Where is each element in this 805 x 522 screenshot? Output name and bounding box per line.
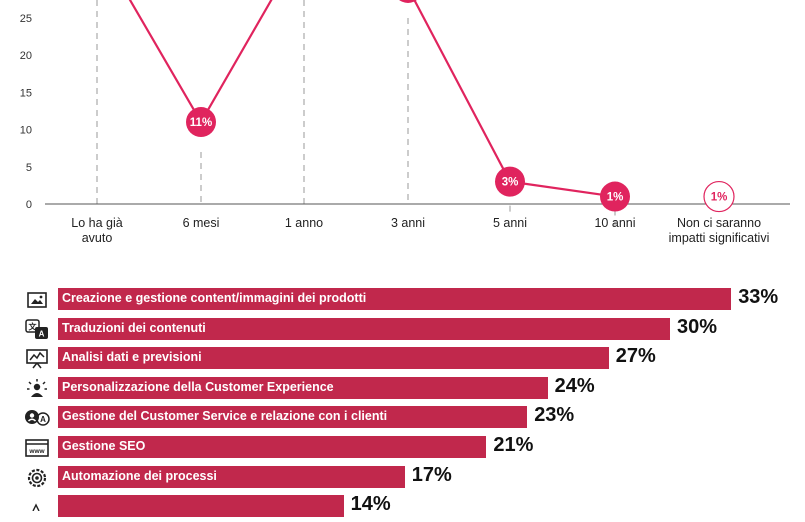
x-category-label: 6 mesi bbox=[183, 216, 220, 230]
bar-row: www Gestione SEO 21% bbox=[0, 433, 805, 463]
data-point bbox=[186, 107, 216, 138]
bar-label: Automazione dei processi bbox=[62, 468, 217, 483]
series-line bbox=[128, 0, 616, 198]
image-icon bbox=[24, 288, 50, 312]
data-label: 3% bbox=[502, 177, 519, 189]
bar bbox=[58, 347, 609, 370]
bar bbox=[58, 376, 548, 399]
bar-value-label: 30% bbox=[677, 315, 718, 338]
x-category-label: 5 anni bbox=[493, 216, 527, 230]
bar-row: 文 A Traduzioni dei contenuti 30% bbox=[0, 315, 805, 345]
chat-user-icon: A bbox=[24, 406, 50, 430]
bar bbox=[58, 495, 344, 518]
bar-row: Automazione dei processi 17% bbox=[0, 463, 805, 493]
y-tick-label: 0 bbox=[26, 199, 32, 211]
y-tick-label: 25 bbox=[20, 13, 32, 25]
bar-label: Analisi dati e previsioni bbox=[62, 350, 202, 365]
gear-target-icon bbox=[24, 466, 50, 490]
bar-value-label: 33% bbox=[738, 286, 779, 308]
y-tick-label: 10 bbox=[20, 125, 32, 137]
bar-value-label: 17% bbox=[411, 463, 452, 486]
bar-row: Analisi dati e previsioni 27% bbox=[0, 344, 805, 374]
bar-label: Personalizzazione della Customer Experie… bbox=[62, 379, 334, 394]
x-category-label: 3 anni bbox=[391, 216, 425, 230]
svg-text:www: www bbox=[28, 448, 45, 455]
bar-label: Gestione del Customer Service e relazion… bbox=[62, 409, 388, 424]
x-category-label: Non ci saranno impatti significativi bbox=[669, 216, 770, 245]
www-icon: www bbox=[24, 436, 50, 460]
bar-label: Creazione e gestione content/immagini de… bbox=[62, 291, 367, 305]
x-category-label: Lo ha già avuto bbox=[71, 216, 122, 245]
analytics-icon bbox=[24, 347, 50, 371]
bar-value-label: 27% bbox=[615, 345, 656, 368]
bar bbox=[58, 317, 670, 340]
partial-icon bbox=[24, 495, 50, 519]
x-category-label: 1 anno bbox=[285, 216, 323, 230]
bar-row: 14% bbox=[0, 492, 805, 522]
data-point bbox=[399, 0, 417, 3]
data-label: 1% bbox=[711, 192, 728, 204]
bar-row: A Gestione del Customer Service e relazio… bbox=[0, 403, 805, 433]
bar bbox=[58, 288, 732, 310]
data-label: 11% bbox=[190, 117, 212, 129]
data-point bbox=[600, 181, 630, 212]
svg-text:A: A bbox=[39, 329, 45, 338]
x-category-label: 10 anni bbox=[594, 216, 635, 230]
bar-row: Creazione e gestione content/immagini de… bbox=[0, 285, 805, 315]
svg-text:A: A bbox=[40, 415, 46, 424]
y-tick-label: 5 bbox=[26, 162, 32, 174]
svg-text:文: 文 bbox=[29, 321, 38, 331]
data-point bbox=[495, 166, 525, 197]
bar bbox=[58, 436, 487, 458]
bar bbox=[58, 406, 528, 429]
user-network-icon bbox=[24, 377, 50, 401]
bar-row: Personalizzazione della Customer Experie… bbox=[0, 374, 805, 404]
bar-value-label: 24% bbox=[554, 374, 595, 397]
bar-label: Traduzioni dei contenuti bbox=[62, 320, 206, 335]
data-point bbox=[703, 180, 735, 213]
y-tick-label: 15 bbox=[20, 87, 32, 99]
bar-value-label: 21% bbox=[493, 434, 534, 456]
y-tick-label: 20 bbox=[20, 50, 32, 62]
bar-value-label: 23% bbox=[534, 404, 575, 427]
bar-label: Gestione SEO bbox=[62, 439, 146, 453]
bar-value-label: 14% bbox=[350, 493, 391, 516]
bar bbox=[58, 465, 405, 488]
data-label: 1% bbox=[607, 192, 624, 204]
